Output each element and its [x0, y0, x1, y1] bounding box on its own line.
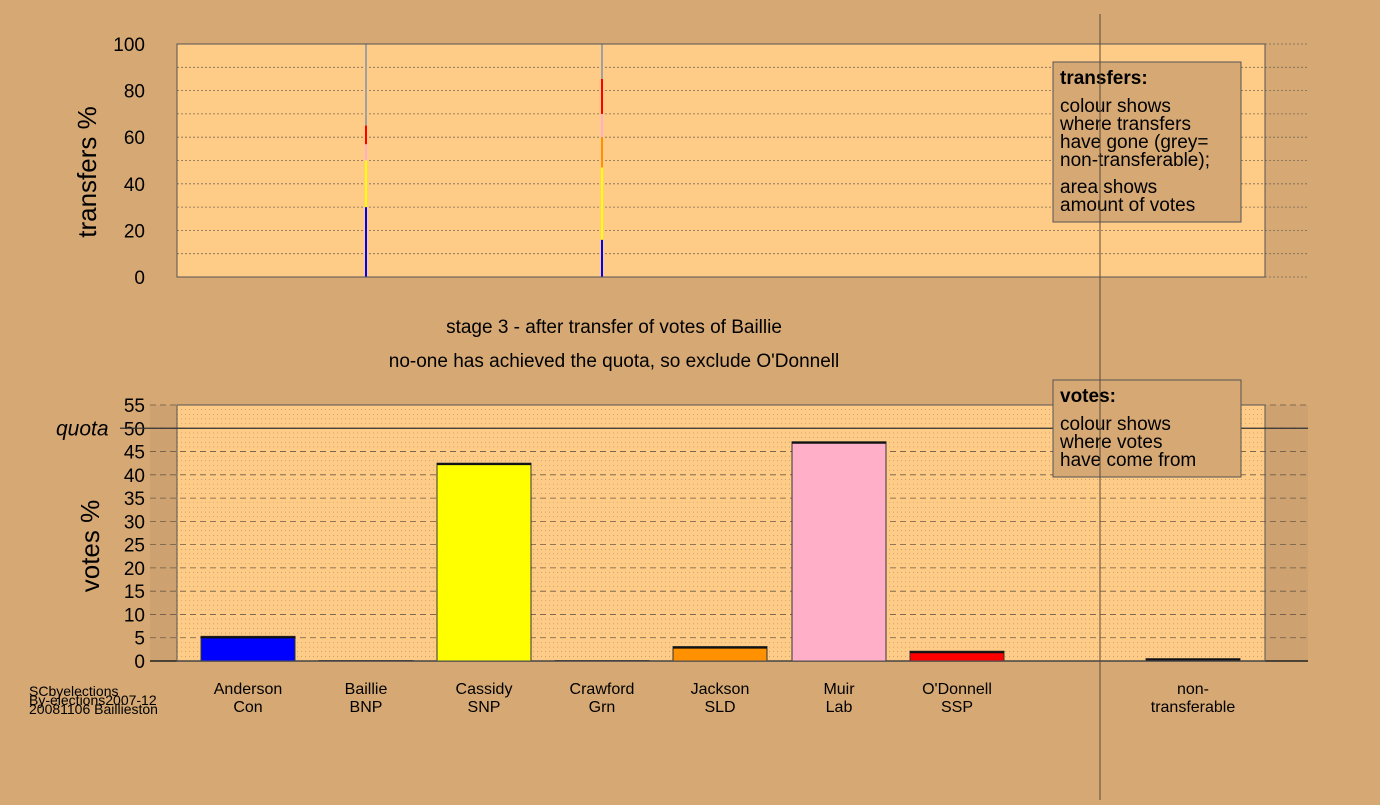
votes-y-tick-label: 10	[124, 605, 145, 626]
votes-legend-title: votes:	[1060, 386, 1116, 407]
transfers-legend-line: area shows	[1060, 177, 1157, 198]
candidate-party-label: Con	[233, 699, 262, 716]
transfers-legend-line: where transfers	[1059, 114, 1191, 135]
votes-y-tick-label: 15	[124, 582, 145, 603]
transfers-y-tick-label: 80	[124, 82, 145, 103]
candidate-party-label: SNP	[468, 699, 501, 716]
candidate-name-label: Crawford	[570, 681, 635, 698]
transfers-y-ticks: 0 20 40 60 80 100	[113, 35, 145, 289]
votes-legend-box	[1052, 379, 1242, 478]
candidate-name-label: Jackson	[691, 681, 750, 698]
transfers-y-tick-label: 0	[134, 268, 145, 289]
votes-y-tick-label: 50	[124, 419, 145, 440]
transfers-y-axis-label: transfers %	[72, 106, 102, 238]
votes-legend-line: have come from	[1060, 450, 1196, 471]
footer-line: SCbyelections	[29, 683, 119, 699]
transfers-legend: transfers: colour shows where transfers …	[1052, 61, 1242, 223]
transfers-legend-box	[1052, 61, 1242, 223]
votes-margin-band	[150, 405, 177, 661]
transfers-legend-line: colour shows	[1060, 96, 1171, 117]
transfers-y-tick-label: 100	[113, 35, 145, 56]
votes-y-tick-label: 30	[124, 512, 145, 533]
votes-y-tick-label: 25	[124, 536, 145, 557]
votes-y-tick-label: 55	[124, 396, 145, 417]
transfers-legend-title: transfers:	[1060, 68, 1148, 89]
vote-bar-muir	[791, 441, 887, 662]
vote-bar-jackson	[672, 646, 768, 662]
candidate-party-label: BNP	[350, 699, 383, 716]
stage-note: no-one has achieved the quota, so exclud…	[389, 351, 839, 372]
vote-bar-cassidy	[436, 462, 532, 662]
votes-y-tick-label: 20	[124, 559, 145, 580]
stage-title: stage 3 - after transfer of votes of Bai…	[446, 317, 782, 338]
footer-line: By-elections2007-12	[29, 692, 157, 708]
transfers-y-tick-label: 60	[124, 128, 145, 149]
quota-label: quota	[56, 417, 109, 440]
candidate-party-label: transferable	[1151, 699, 1236, 716]
votes-stipple-band	[150, 405, 1308, 661]
votes-plot-frame	[176, 404, 1266, 662]
candidate-name-label: Cassidy	[456, 681, 513, 698]
transfers-legend-line: have gone (grey=	[1060, 132, 1208, 153]
candidate-name-label: Muir	[823, 681, 855, 698]
votes-y-tick-label: 45	[124, 443, 145, 464]
transfers-legend-line: amount of votes	[1060, 195, 1195, 216]
transfers-bars	[365, 44, 603, 277]
candidate-party-label: Grn	[589, 699, 616, 716]
votes-legend-line: where votes	[1059, 432, 1162, 453]
transfers-y-tick-label: 40	[124, 175, 145, 196]
candidate-name-label: non-	[1177, 681, 1209, 698]
candidate-party-label: SSP	[941, 699, 973, 716]
votes-y-tick-label: 35	[124, 489, 145, 510]
votes-margin-band	[1265, 405, 1308, 661]
footer-line: 20081106 Baillieston	[29, 701, 158, 717]
transfers-legend-line: non-transferable);	[1060, 150, 1210, 171]
transfers-plot-frame	[176, 43, 1266, 278]
votes-y-axis-label: votes %	[75, 500, 105, 593]
candidate-name-label: Anderson	[214, 681, 283, 698]
votes-y-tick-label: 0	[134, 652, 145, 673]
votes-bars	[200, 441, 1241, 662]
votes-legend-line: colour shows	[1060, 414, 1171, 435]
candidate-name-label: O'Donnell	[922, 681, 992, 698]
source-footer: SCbyelections By-elections2007-12 200811…	[29, 683, 158, 717]
candidate-name-label: Baillie	[345, 681, 388, 698]
candidate-party-label: SLD	[704, 699, 735, 716]
vote-bar-anderson	[200, 635, 296, 662]
votes-y-tick-label: 40	[124, 466, 145, 487]
votes-legend: votes: colour shows where votes have com…	[1052, 379, 1242, 478]
candidate-party-label: Lab	[826, 699, 853, 716]
transfers-y-tick-label: 20	[124, 221, 145, 242]
votes-y-tick-label: 5	[134, 629, 145, 650]
